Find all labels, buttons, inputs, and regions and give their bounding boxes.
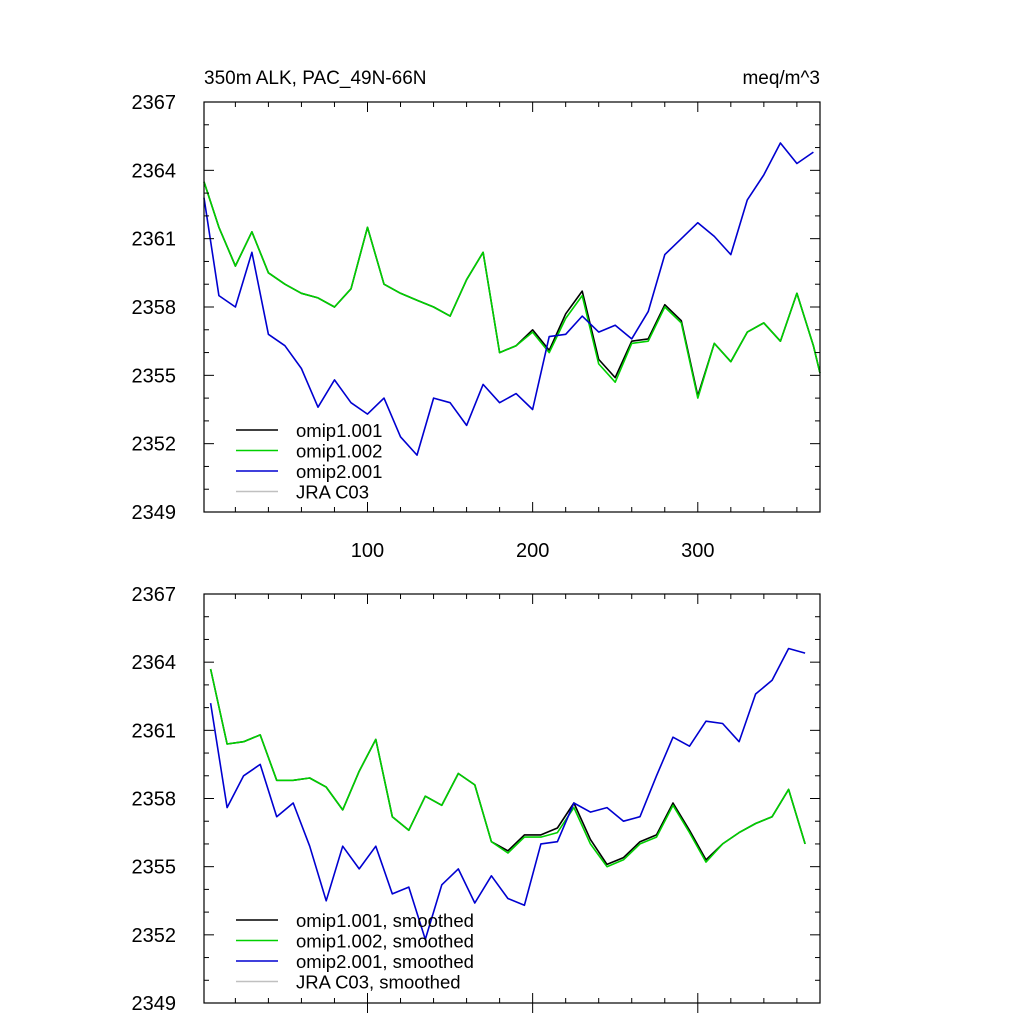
top-chart-title: 350m ALK, PAC_49N-66N	[204, 68, 427, 89]
legend-label: JRA C03, smoothed	[296, 972, 461, 993]
legend-label: omip1.001, smoothed	[296, 910, 474, 931]
legend-label: omip1.002	[296, 441, 382, 462]
y-tick-label: 2349	[132, 993, 177, 1015]
y-tick-label: 2355	[132, 857, 177, 879]
y-tick-label: 2358	[132, 789, 177, 811]
bottom-chart: 2349 2352 2355 2358 2361 2364 2367 omip1.001, s…	[132, 584, 821, 1015]
legend-label: omip1.002, smoothed	[296, 931, 474, 952]
y-tick-label: 2361	[132, 229, 177, 251]
series-line-2	[209, 647, 806, 941]
top-chart-units: meq/m^3	[742, 68, 820, 89]
series-line-2	[203, 142, 814, 456]
series-line-0	[203, 181, 821, 397]
legend-label: omip1.001	[296, 420, 382, 441]
y-tick-label: 2355	[132, 365, 177, 387]
y-tick-label: 2349	[132, 502, 177, 524]
y-tick-label: 2358	[132, 297, 177, 319]
y-tick-label: 2367	[132, 92, 177, 114]
y-tick-label: 2352	[132, 434, 177, 456]
y-tick-label: 2352	[132, 925, 177, 947]
series-line-1	[209, 668, 806, 868]
x-tick-label: 300	[681, 540, 714, 562]
series-line-0	[209, 668, 806, 866]
legend-label: omip2.001	[296, 461, 382, 482]
top-chart: 2349 2352 2355 2358 2361 2364 2367 100 200 300 omi…	[132, 92, 821, 562]
y-tick-label: 2367	[132, 584, 177, 606]
legend-label: omip2.001, smoothed	[296, 951, 474, 972]
legend-label: JRA C03	[296, 482, 369, 503]
y-tick-label: 2361	[132, 720, 177, 742]
y-tick-label: 2364	[132, 652, 177, 674]
x-tick-label: 200	[516, 540, 549, 562]
y-tick-label: 2364	[132, 160, 177, 182]
x-tick-label: 100	[351, 540, 384, 562]
series-line-1	[203, 181, 821, 399]
